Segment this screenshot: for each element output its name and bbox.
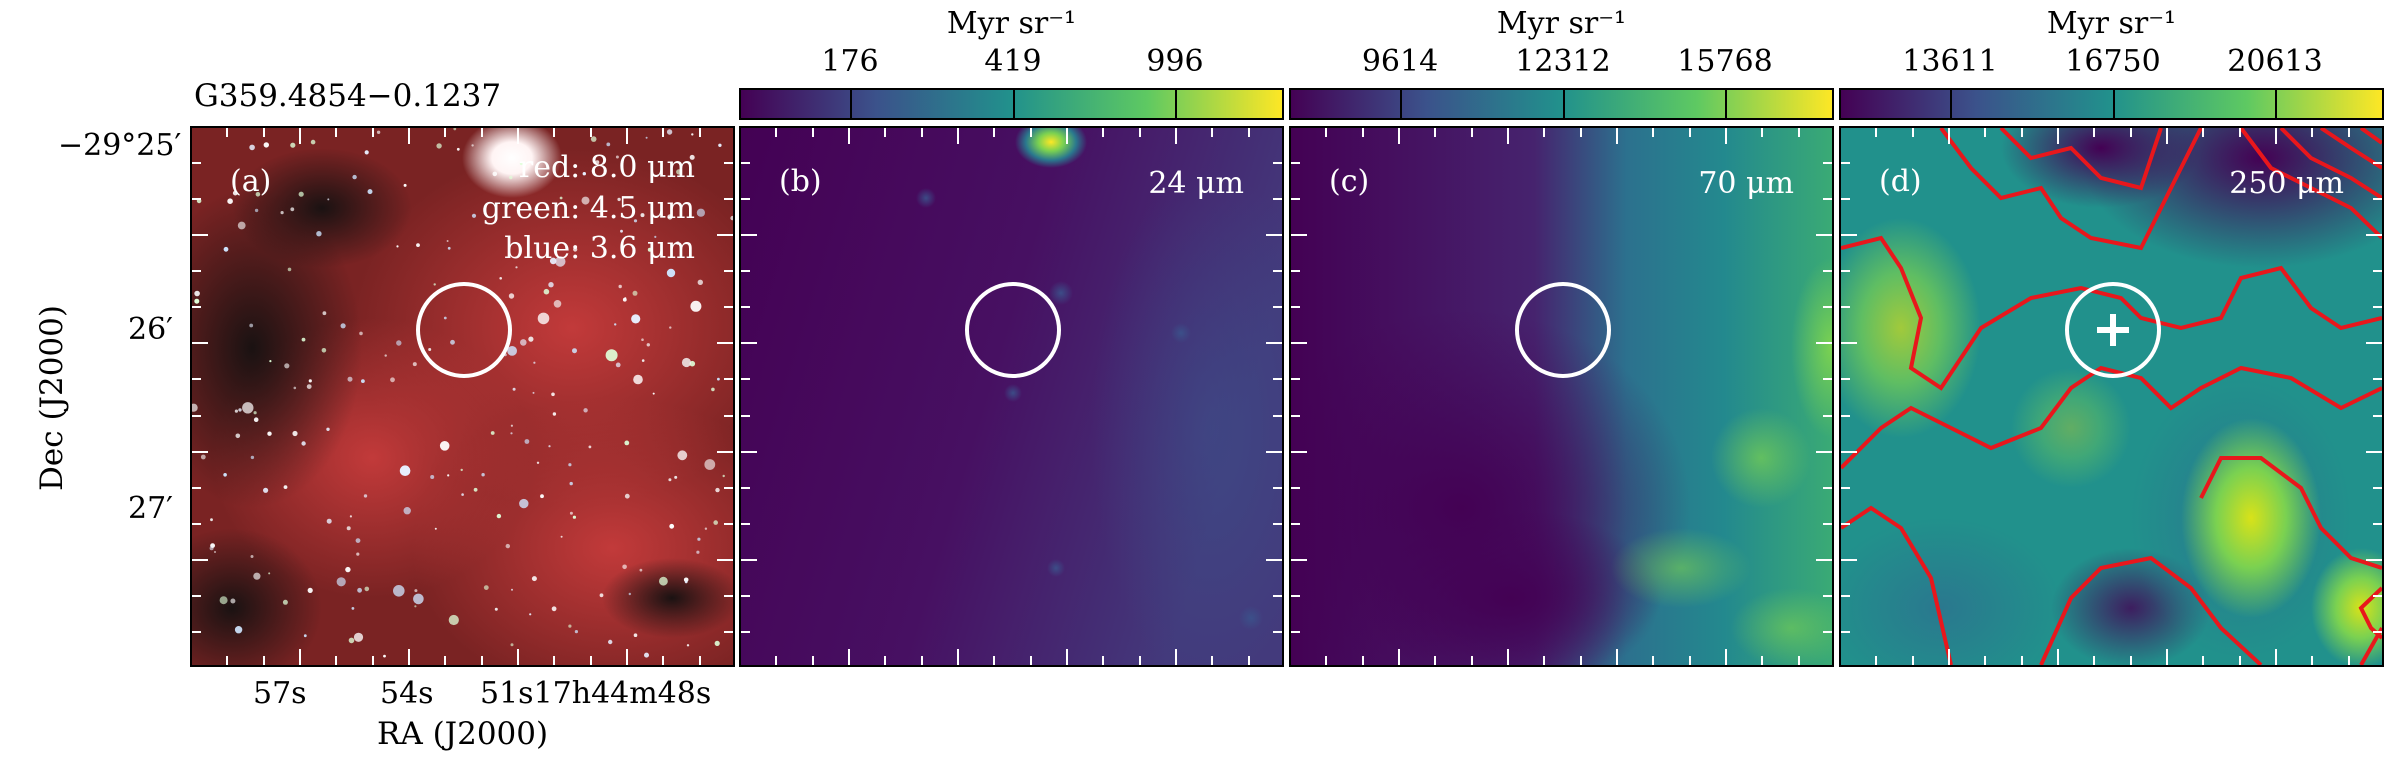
colorbar-d-tick: 13611 [1902,44,1998,79]
legend-red: red: 8.0 μm [518,150,695,185]
colorbar-b [739,88,1284,120]
legend-green: green: 4.5 μm [481,190,695,226]
source-circle [1515,282,1611,378]
contour-lines [1841,128,2382,665]
colorbar-c-tick: 12312 [1515,44,1611,79]
colorbar-b-tick: 996 [1146,44,1204,79]
ra-tick-label: 51s17h44m48s [480,676,712,711]
dec-tick-label: −29°25′ [58,128,182,163]
colorbar-b-title: Myr sr⁻¹ [946,6,1077,41]
colorbar-b-tick: 176 [821,44,879,79]
panel-label: (a) [230,164,272,199]
panel-label: (c) [1329,164,1370,199]
y-axis-label: Dec (J2000) [34,305,70,491]
legend-blue: blue: 3.6 μm [504,231,695,266]
rgb-legend: red: 8.0 μm green: 4.5 μm blue: 3.6 μm [482,148,695,270]
colorbar-c [1289,88,1834,120]
colorbar-c-tick: 15768 [1677,44,1773,79]
source-cross-marker [2097,314,2129,346]
panel-a-rgb-image: (a) red: 8.0 μm green: 4.5 μm blue: 3.6 … [190,126,735,667]
x-axis-label: RA (J2000) [377,716,549,752]
panel-c-70um-image: (c) 70 μm [1289,126,1834,667]
star-field [192,128,733,658]
dec-tick-label: 27′ [128,491,173,526]
source-name: G359.4854−0.1237 [194,78,502,114]
colorbar-c-title: Myr sr⁻¹ [1496,6,1627,41]
panel-d-250um-image: (d) 250 μm [1839,126,2384,667]
source-circle [416,282,512,378]
wavelength-label: 24 μm [1148,166,1244,201]
source-circle [2065,282,2161,378]
colorbar-d [1839,88,2384,120]
dec-tick-label: 26′ [128,312,173,347]
colorbar-c-tick: 9614 [1361,44,1439,79]
colorbar-d-tick: 16750 [2065,44,2161,79]
panel-b-24um-image: (b) 24 μm [739,126,1284,667]
colorbar-d-title: Myr sr⁻¹ [2046,6,2177,41]
wavelength-label: 250 μm [2229,166,2344,201]
panel-label: (b) [779,164,822,199]
source-circle [965,282,1061,378]
ra-tick-label: 57s [253,676,307,711]
ra-tick-label: 54s [380,676,434,711]
colorbar-d-tick: 20613 [2227,44,2323,79]
colorbar-b-tick: 419 [984,44,1042,79]
wavelength-label: 70 μm [1698,166,1794,201]
panel-label: (d) [1879,164,1922,199]
